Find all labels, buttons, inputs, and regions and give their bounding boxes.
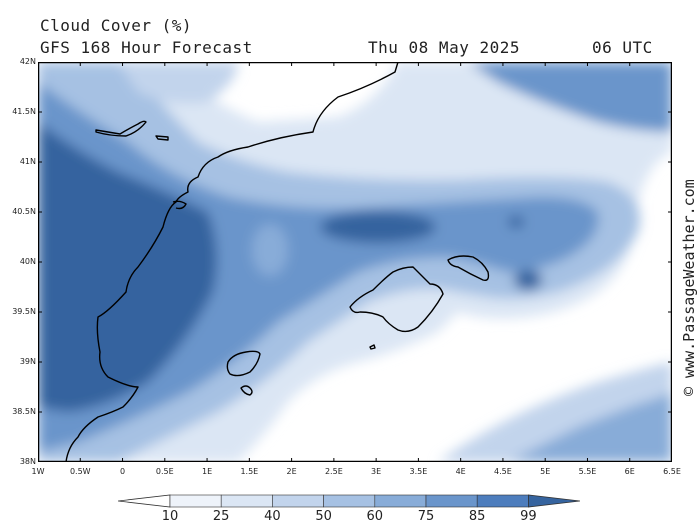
legend-level-label: 50 bbox=[315, 509, 332, 524]
latitude-label: 41N bbox=[19, 157, 36, 166]
latitude-label: 40N bbox=[19, 257, 36, 266]
latitude-label: 41.5N bbox=[12, 107, 36, 116]
cloud-band-southeast-edge bbox=[438, 362, 672, 462]
legend-swatch bbox=[220, 494, 273, 508]
legend-swatch bbox=[169, 494, 222, 508]
legend-level-label: 25 bbox=[212, 509, 230, 524]
longitude-label: 6.5E bbox=[663, 467, 681, 476]
latitude-label: 40.5N bbox=[12, 207, 36, 216]
longitude-label: 2.5E bbox=[324, 467, 343, 476]
cloud-core-spot bbox=[508, 216, 524, 228]
longitude-label: 0.5E bbox=[155, 467, 174, 476]
latitude-label: 39.5N bbox=[12, 307, 36, 316]
legend-level-label: 40 bbox=[264, 509, 281, 524]
legend-level-label: 99 bbox=[520, 509, 537, 524]
legend-arrow-high bbox=[527, 494, 580, 508]
longitude-label: 0.5W bbox=[69, 467, 91, 476]
legend-level-label: 60 bbox=[366, 509, 384, 524]
cloud-band-northwest bbox=[118, 62, 238, 104]
iberia-coastline bbox=[65, 62, 399, 462]
legend-swatch bbox=[476, 494, 529, 508]
ebro-delta-coast bbox=[172, 200, 187, 210]
legend-swatch bbox=[374, 494, 427, 508]
legend-level-label: 10 bbox=[161, 509, 179, 524]
longitude-label: 1W bbox=[31, 467, 45, 476]
longitude-label: 1.5E bbox=[240, 467, 259, 476]
longitude-label: 6E bbox=[624, 467, 635, 476]
menorca-coastline bbox=[447, 255, 490, 282]
valid-date: Thu 08 May 2025 bbox=[368, 38, 520, 57]
legend-swatch bbox=[272, 494, 324, 508]
map-title: Cloud Cover (%) bbox=[40, 16, 192, 35]
longitude-label: 5.5E bbox=[578, 467, 597, 476]
cloud-core-menorca bbox=[514, 270, 542, 290]
longitude-label: 1E bbox=[201, 467, 213, 476]
cabrera-coastline bbox=[369, 344, 376, 350]
legend-level-label: 85 bbox=[468, 509, 486, 524]
legend-level-label: 75 bbox=[417, 509, 435, 524]
longitude-label: 5E bbox=[540, 467, 551, 476]
latitude-label: 38N bbox=[19, 457, 36, 466]
mallorca-coastline bbox=[349, 266, 444, 333]
legend-arrow-low bbox=[118, 494, 171, 508]
cloud-pocket-light bbox=[252, 224, 288, 276]
cloud-band-northeast bbox=[468, 62, 672, 132]
legend-swatch bbox=[425, 494, 478, 508]
ibiza-coastline bbox=[226, 350, 261, 377]
cloud-band-southeast bbox=[508, 392, 672, 462]
longitude-label: 2E bbox=[286, 467, 297, 476]
latitude-label: 39N bbox=[19, 357, 36, 366]
north-coast-islet-b bbox=[155, 135, 169, 141]
credit-watermark: © www.PassageWeather.com bbox=[680, 179, 698, 396]
legend-swatch bbox=[323, 494, 376, 508]
latitude-label: 38.5N bbox=[12, 407, 36, 416]
longitude-label: 3E bbox=[371, 467, 382, 476]
valid-time: 06 UTC bbox=[592, 38, 653, 57]
longitude-label: 0 bbox=[119, 467, 126, 476]
cloud-core-west bbox=[38, 122, 217, 412]
forecast-subtitle: GFS 168 Hour Forecast bbox=[40, 38, 253, 57]
longitude-label: 4.5E bbox=[494, 467, 512, 476]
latitude-label: 42N bbox=[19, 57, 36, 66]
longitude-label: 3.5E bbox=[409, 467, 428, 476]
longitude-label: 4E bbox=[455, 467, 466, 476]
color-legend bbox=[118, 494, 580, 508]
north-coast-islet-a bbox=[95, 120, 147, 137]
formentera-coastline bbox=[240, 385, 253, 396]
cloud-core-east bbox=[320, 211, 436, 243]
cloud-band-deep bbox=[38, 82, 599, 452]
cloud-cover-map bbox=[38, 62, 672, 462]
axis-ticks bbox=[38, 62, 672, 462]
